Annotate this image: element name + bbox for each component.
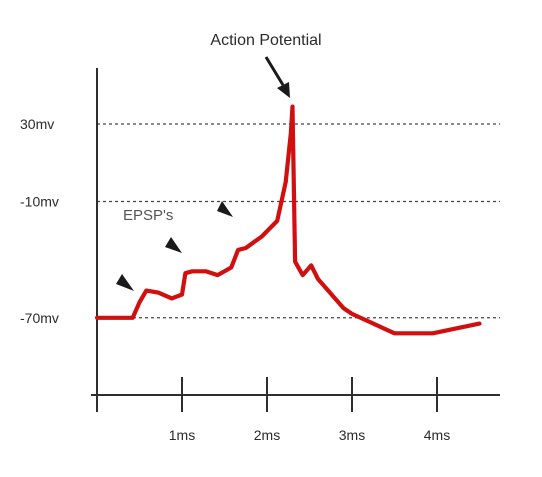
epsp-arrowhead-2 bbox=[165, 237, 182, 253]
x-tick-label: 3ms bbox=[339, 427, 365, 443]
series bbox=[94, 104, 482, 336]
y-tick-label: 30mv bbox=[20, 116, 54, 132]
y-tick-label: -10mv bbox=[20, 194, 59, 210]
epsp-arrowhead-1 bbox=[116, 274, 134, 291]
action-potential-label: Action Potential bbox=[210, 32, 321, 49]
epsp-label: EPSP's bbox=[123, 207, 173, 224]
axes bbox=[91, 68, 500, 412]
action-potential-arrow bbox=[264, 56, 290, 98]
x-tick-label: 1ms bbox=[169, 427, 195, 443]
x-ticks: 1ms 2ms 3ms 4ms bbox=[169, 377, 450, 443]
membrane-potential-line bbox=[94, 104, 482, 336]
x-tick-label: 4ms bbox=[424, 427, 450, 443]
annotations: Action Potential EPSP's bbox=[116, 32, 322, 291]
x-tick-label: 2ms bbox=[254, 427, 280, 443]
epsp-arrowhead-3 bbox=[217, 201, 233, 217]
gridlines: 30mv -10mv -70mv bbox=[20, 116, 500, 326]
y-tick-label: -70mv bbox=[20, 310, 59, 326]
